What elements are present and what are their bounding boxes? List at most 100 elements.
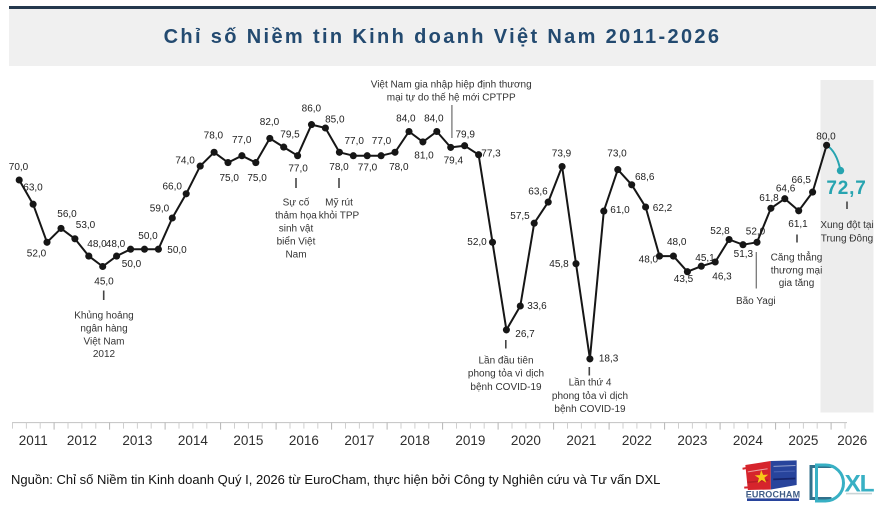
svg-text:68,6: 68,6 (635, 172, 655, 183)
svg-text:79,9: 79,9 (455, 129, 475, 140)
svg-text:77,0: 77,0 (372, 136, 392, 147)
svg-text:Lần đầu tiên: Lần đầu tiên (478, 354, 533, 366)
svg-text:2014: 2014 (178, 433, 209, 448)
svg-text:Khủng hoảng: Khủng hoảng (74, 310, 134, 322)
svg-text:77,0: 77,0 (344, 136, 364, 147)
svg-text:bệnh COVID-19: bệnh COVID-19 (470, 382, 542, 393)
svg-text:43,5: 43,5 (674, 274, 694, 285)
svg-text:61,0: 61,0 (610, 205, 630, 216)
svg-text:khỏi TPP: khỏi TPP (319, 210, 360, 222)
svg-text:78,0: 78,0 (389, 162, 409, 173)
svg-text:2011: 2011 (19, 433, 48, 448)
svg-text:52,0: 52,0 (467, 237, 487, 248)
svg-text:77,0: 77,0 (358, 163, 378, 174)
svg-text:Bão Yagi: Bão Yagi (736, 296, 776, 307)
svg-text:biển Việt: biển Việt (277, 236, 316, 248)
svg-text:51,3: 51,3 (734, 249, 754, 260)
svg-text:mại tự do thế hệ mới CPTPP: mại tự do thế hệ mới CPTPP (387, 92, 516, 104)
svg-text:73,0: 73,0 (607, 149, 627, 160)
svg-text:Trung Đông: Trung Đông (821, 234, 873, 245)
svg-text:63,0: 63,0 (23, 183, 43, 194)
svg-text:33,6: 33,6 (527, 301, 547, 312)
svg-text:Việt Nam gia nhập hiệp định th: Việt Nam gia nhập hiệp định thương (371, 80, 532, 91)
svg-text:56,0: 56,0 (57, 209, 77, 220)
svg-text:78,0: 78,0 (329, 162, 349, 173)
svg-text:52,0: 52,0 (27, 249, 47, 260)
svg-text:81,0: 81,0 (414, 151, 434, 162)
svg-text:Việt Nam: Việt Nam (84, 337, 125, 348)
svg-text:Mỹ rút: Mỹ rút (325, 198, 353, 209)
svg-text:50,0: 50,0 (122, 259, 142, 270)
svg-text:26,7: 26,7 (515, 329, 535, 340)
svg-text:45,8: 45,8 (549, 259, 569, 270)
svg-text:50,0: 50,0 (138, 231, 158, 242)
svg-text:2018: 2018 (400, 433, 430, 448)
svg-text:2023: 2023 (677, 433, 707, 448)
svg-text:ngân hàng: ngân hàng (80, 324, 127, 335)
svg-text:2012: 2012 (67, 433, 97, 448)
svg-text:77,3: 77,3 (481, 149, 501, 160)
svg-text:2021: 2021 (566, 433, 596, 448)
svg-text:2013: 2013 (122, 433, 152, 448)
svg-text:63,6: 63,6 (528, 187, 548, 198)
svg-text:82,0: 82,0 (260, 117, 280, 128)
svg-text:75,0: 75,0 (247, 173, 267, 184)
svg-text:80,0: 80,0 (816, 131, 836, 142)
svg-text:73,9: 73,9 (552, 149, 572, 160)
svg-text:57,5: 57,5 (510, 211, 530, 222)
svg-text:64,6: 64,6 (776, 184, 796, 195)
svg-text:2017: 2017 (344, 433, 374, 448)
svg-text:gia tăng: gia tăng (779, 278, 815, 289)
svg-text:Sự cố: Sự cố (283, 197, 310, 209)
svg-text:45,1: 45,1 (695, 253, 715, 264)
svg-text:Lần thứ 4: Lần thứ 4 (569, 377, 612, 389)
svg-text:77,0: 77,0 (288, 164, 308, 175)
svg-text:2020: 2020 (511, 433, 541, 448)
svg-text:72,7: 72,7 (826, 178, 866, 199)
svg-text:2019: 2019 (455, 433, 485, 448)
svg-text:84,0: 84,0 (424, 113, 444, 124)
svg-text:thương mại: thương mại (771, 265, 823, 276)
svg-text:thảm họa: thảm họa (275, 211, 317, 222)
svg-text:Nam: Nam (285, 250, 306, 261)
svg-text:48,0: 48,0 (106, 239, 126, 250)
svg-text:50,0: 50,0 (167, 245, 187, 256)
svg-text:48,0: 48,0 (639, 255, 659, 266)
svg-text:62,2: 62,2 (653, 203, 673, 214)
svg-text:48,0: 48,0 (667, 237, 687, 248)
svg-text:61,1: 61,1 (788, 219, 808, 230)
svg-text:2016: 2016 (289, 433, 319, 448)
svg-text:53,0: 53,0 (76, 220, 96, 231)
svg-text:Căng thẳng: Căng thẳng (771, 251, 823, 264)
svg-text:Xung đột tại: Xung đột tại (820, 220, 873, 231)
svg-text:77,0: 77,0 (232, 135, 252, 146)
svg-text:2015: 2015 (233, 433, 263, 448)
svg-text:2022: 2022 (622, 433, 652, 448)
svg-text:phong tỏa vì dịch: phong tỏa vì dịch (468, 368, 544, 380)
svg-text:79,4: 79,4 (444, 156, 464, 167)
svg-text:84,0: 84,0 (396, 113, 416, 124)
svg-text:75,0: 75,0 (219, 173, 239, 184)
svg-text:59,0: 59,0 (150, 204, 170, 215)
svg-text:2026: 2026 (837, 433, 867, 448)
svg-text:70,0: 70,0 (9, 162, 29, 173)
svg-text:48,0: 48,0 (87, 239, 107, 250)
svg-text:phong tỏa vì dịch: phong tỏa vì dịch (552, 390, 628, 402)
svg-text:74,0: 74,0 (175, 156, 195, 167)
svg-text:2025: 2025 (788, 433, 818, 448)
svg-text:45,0: 45,0 (94, 277, 114, 288)
svg-text:52,8: 52,8 (710, 226, 730, 237)
svg-text:2024: 2024 (733, 433, 764, 448)
svg-text:46,3: 46,3 (712, 272, 732, 283)
svg-text:66,5: 66,5 (791, 175, 811, 186)
svg-text:79,5: 79,5 (280, 130, 300, 141)
svg-text:61,8: 61,8 (759, 193, 779, 204)
svg-text:2012: 2012 (93, 349, 116, 360)
svg-text:66,0: 66,0 (162, 182, 182, 193)
svg-text:18,3: 18,3 (599, 354, 619, 365)
svg-text:86,0: 86,0 (302, 104, 322, 115)
svg-text:bệnh COVID-19: bệnh COVID-19 (554, 404, 626, 415)
svg-text:78,0: 78,0 (204, 130, 224, 141)
svg-text:EUROCHAM: EUROCHAM (746, 489, 801, 499)
svg-text:85,0: 85,0 (325, 115, 345, 126)
